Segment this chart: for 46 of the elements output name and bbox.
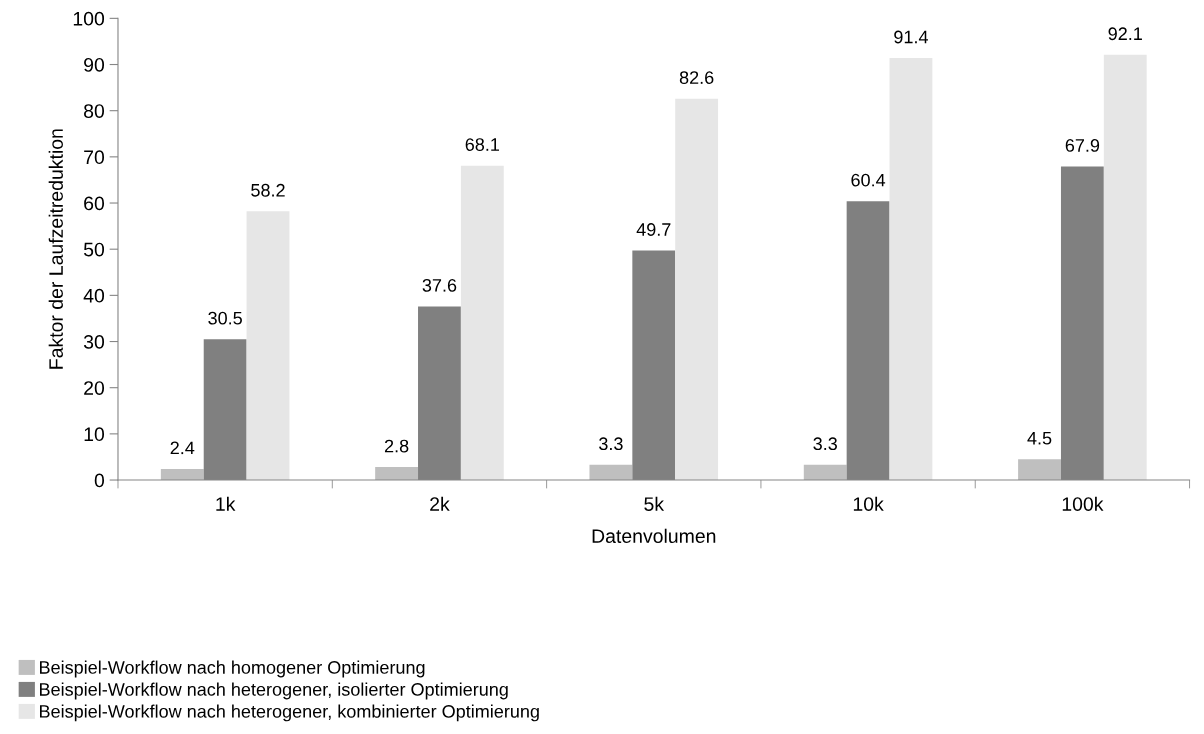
- data-label: 60.4: [851, 173, 886, 187]
- y-tick-label: 80: [84, 104, 105, 118]
- data-label: 58.2: [251, 183, 285, 197]
- data-label: 67.9: [1065, 139, 1100, 152]
- bar: [589, 464, 633, 481]
- data-label: 37.6: [422, 278, 457, 292]
- data-label: 82.6: [679, 71, 714, 84]
- y-tick-label: 50: [83, 242, 105, 257]
- x-tick-label: 5k: [644, 496, 665, 511]
- bar: [889, 58, 933, 481]
- x-tick-label: 1k: [216, 496, 236, 511]
- y-tick-label: 20: [84, 381, 105, 395]
- y-tick-label: 40: [83, 288, 105, 303]
- bar: [460, 165, 504, 481]
- data-label: 3.3: [813, 437, 837, 451]
- legend-label: Beispiel-Workflow nach heterogener, isolierter Optimierung: [40, 682, 508, 700]
- y-tick-label: 70: [84, 150, 105, 165]
- legend-label: Beispiel-Workflow nach heterogener, kombinierter Optimierung: [40, 704, 539, 722]
- y-axis-title: Faktor der Laufzeitreduktion: [48, 129, 63, 369]
- bar: [1018, 459, 1061, 481]
- x-tick-label: 10k: [853, 496, 884, 511]
- x-tick-label: 2k: [430, 496, 450, 511]
- bar: [675, 98, 719, 481]
- data-label: 3.3: [599, 437, 623, 451]
- y-tick-label: 60: [84, 196, 105, 211]
- y-tick-label: 0: [94, 473, 105, 488]
- data-label: 68.1: [465, 138, 500, 151]
- data-label: 91.4: [894, 30, 928, 44]
- bar: [246, 211, 290, 481]
- y-tick-label: 10: [84, 427, 105, 442]
- legend-label: Beispiel-Workflow nach homogener Optimierung: [40, 660, 425, 678]
- x-tick-label: 100k: [1062, 496, 1104, 511]
- bar: [160, 468, 204, 481]
- data-label: 92.1: [1108, 27, 1142, 41]
- data-label: 30.5: [208, 311, 242, 325]
- data-label: 2.8: [384, 439, 409, 453]
- bar: [1103, 54, 1147, 481]
- y-tick-label: 100: [73, 11, 105, 26]
- data-label: 49.7: [636, 223, 671, 236]
- bar: [375, 467, 419, 481]
- bar: [803, 464, 847, 481]
- x-axis-title: Datenvolumen: [592, 528, 716, 543]
- y-tick-label: 90: [84, 57, 105, 72]
- data-label: 4.5: [1027, 431, 1052, 445]
- data-label: 2.4: [170, 441, 195, 455]
- y-tick-label: 30: [83, 335, 105, 349]
